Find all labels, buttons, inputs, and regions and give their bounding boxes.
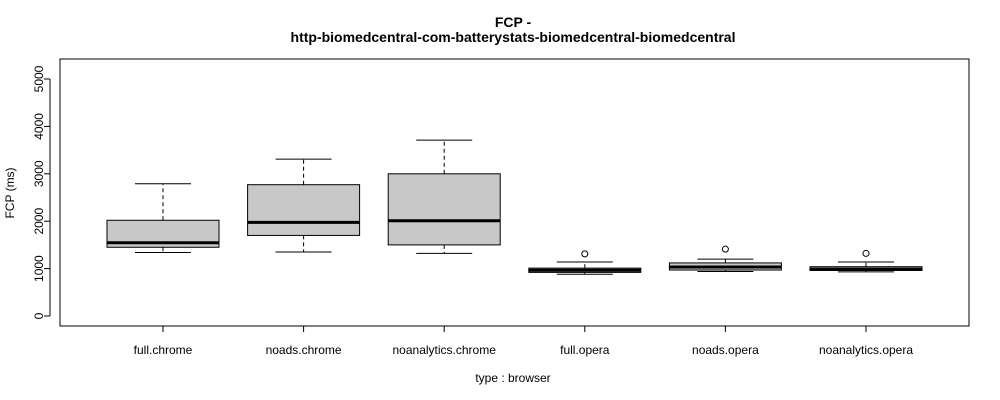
outlier-point (721, 245, 729, 253)
plot-frame (59, 58, 970, 327)
x-tick-label: noads.chrome (266, 343, 342, 357)
box-full.chrome (106, 183, 220, 253)
boxplot-boxes (106, 139, 923, 275)
outlier-point (862, 249, 870, 257)
box-noads.chrome (247, 158, 361, 253)
x-tick-label: noads.opera (692, 343, 759, 357)
x-axis: full.chrome noads.chrome noanalytics.chrom… (134, 325, 913, 357)
y-tick-label: 3000 (32, 160, 46, 187)
y-tick-label: 5000 (32, 65, 46, 92)
outlier-point (581, 250, 589, 258)
y-tick-label: 4000 (32, 113, 46, 140)
x-tick-label: noanalytics.chrome (393, 343, 497, 357)
y-tick-label: 1000 (32, 255, 46, 282)
box-noads.opera (668, 245, 782, 272)
chart-title-line2: http-biomedcentral-com-batterystats-biom… (291, 29, 736, 45)
box-noanalytics.chrome (387, 139, 501, 254)
box-noanalytics.opera (809, 249, 923, 273)
y-tick-label: 2000 (32, 208, 46, 235)
x-tick-label: noanalytics.opera (819, 343, 913, 357)
y-axis-label: FCP (ms) (3, 167, 17, 218)
iqr-box (247, 184, 361, 236)
box-full.opera (528, 250, 642, 275)
y-axis: 0 1000 2000 3000 4000 5000 (32, 65, 51, 319)
x-axis-label: type : browser (475, 371, 550, 385)
x-tick-label: full.chrome (134, 343, 193, 357)
y-tick-label: 0 (32, 312, 46, 319)
chart-title-line1: FCP - (495, 14, 532, 30)
x-tick-label: full.opera (560, 343, 610, 357)
iqr-box (387, 173, 501, 246)
